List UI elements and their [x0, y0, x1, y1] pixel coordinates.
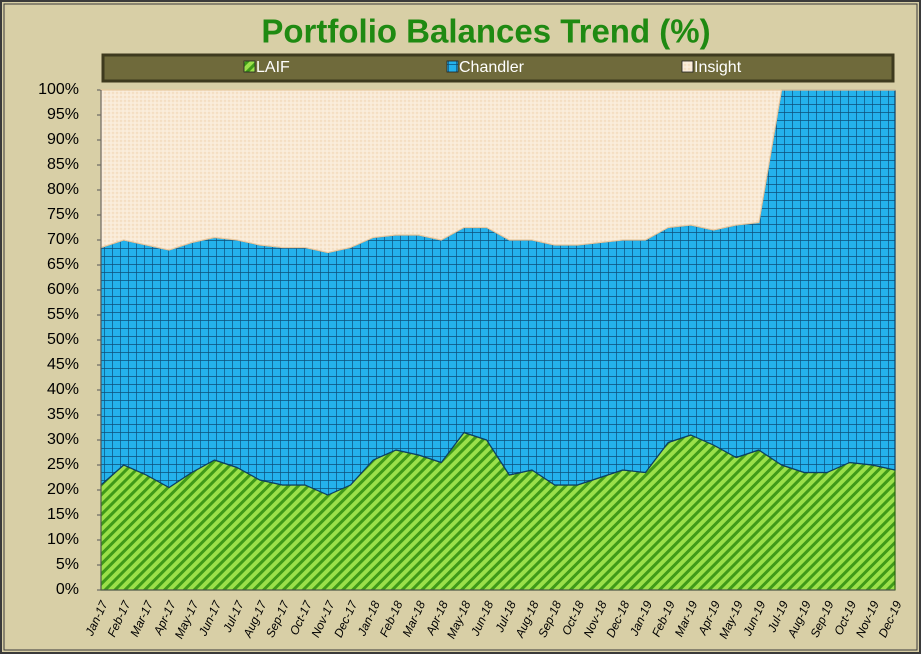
- y-tick-label: 50%: [47, 331, 79, 348]
- y-tick-label: 60%: [47, 281, 79, 298]
- y-tick-label: 30%: [47, 431, 79, 448]
- y-tick-label: 35%: [47, 406, 79, 423]
- y-tick-label: 25%: [47, 456, 79, 473]
- legend-swatch: [243, 60, 256, 73]
- y-tick-label: 15%: [47, 506, 79, 523]
- y-tick-label: 20%: [47, 481, 79, 498]
- y-tick-label: 85%: [47, 156, 79, 173]
- area: [100, 89, 896, 254]
- y-tick-label: 0%: [56, 581, 79, 598]
- y-tick-label: 75%: [47, 206, 79, 223]
- y-tick-label: 5%: [56, 556, 79, 573]
- inner-frame: [3, 3, 918, 651]
- legend-label: Insight: [694, 59, 742, 76]
- y-tick-label: 55%: [47, 306, 79, 323]
- legend-label: Chandler: [459, 59, 525, 76]
- y-tick-label: 95%: [47, 106, 79, 123]
- legend: [101, 53, 895, 83]
- legend-swatch: [446, 60, 459, 73]
- y-tick-label: 65%: [47, 256, 79, 273]
- legend-label: LAIF: [256, 59, 290, 76]
- legend-swatch: [681, 60, 694, 73]
- y-tick-label: 80%: [47, 181, 79, 198]
- y-tick-label: 40%: [47, 381, 79, 398]
- y-tick-label: 90%: [47, 131, 79, 148]
- y-tick-label: 70%: [47, 231, 79, 248]
- y-tick-label: 45%: [47, 356, 79, 373]
- y-tick-label: 100%: [38, 81, 79, 98]
- y-tick-label: 10%: [47, 531, 79, 548]
- chart-title: Portfolio Balances Trend (%): [261, 13, 710, 50]
